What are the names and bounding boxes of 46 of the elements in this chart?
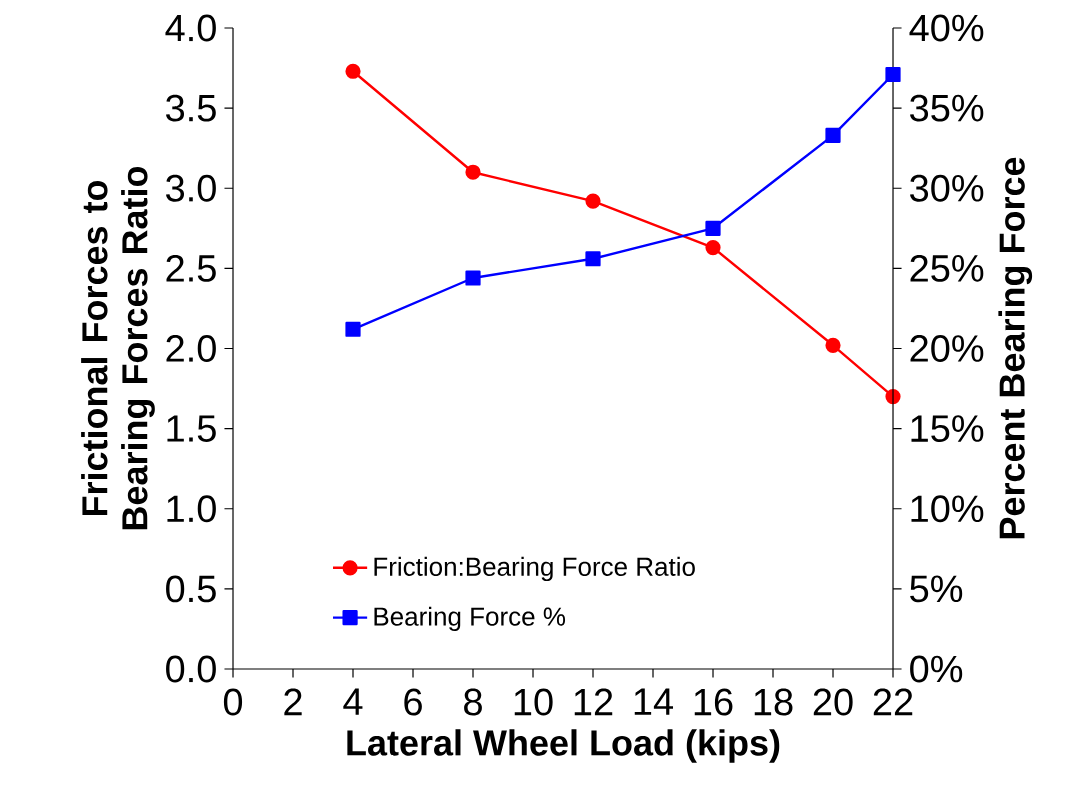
- point: [465, 270, 481, 286]
- point: [825, 337, 841, 353]
- point: [705, 239, 721, 256]
- y2-tick-label: 10%: [911, 495, 984, 523]
- legend-label: Bearing Force %: [374, 606, 566, 631]
- y-tick-label: 2.0: [166, 335, 216, 362]
- x-tick-label: 12: [574, 688, 613, 716]
- point: [825, 127, 841, 143]
- point: [585, 251, 601, 267]
- point: [345, 321, 361, 337]
- y-tick-label: 1.0: [167, 495, 216, 523]
- y2-tick-label: 15%: [911, 415, 984, 442]
- x-tick-label: 0: [223, 688, 243, 716]
- x-tick-label: 2: [284, 688, 302, 716]
- x-tick-label: 10: [514, 688, 553, 716]
- y-tick-label: 2.5: [166, 254, 216, 282]
- x-tick-label: 18: [754, 688, 793, 716]
- point: [465, 164, 481, 180]
- y2-axis-title: Percent Bearing Force: [998, 157, 1033, 539]
- y2-tick-label: 5%: [910, 575, 963, 603]
- y-tick-label: 3.5: [166, 94, 216, 122]
- y-tick-label: 0.0: [166, 655, 216, 683]
- x-tick-label: 22: [873, 688, 913, 716]
- point: [585, 193, 601, 209]
- y2-tick-label: 25%: [910, 254, 984, 282]
- x-tick-label: 6: [404, 688, 422, 716]
- y-tick-label: 4.0: [165, 14, 216, 42]
- y2-tick-label: 0%: [910, 655, 963, 683]
- y2-tick-label: 20%: [910, 335, 984, 362]
- x-tick-label: 8: [464, 688, 482, 716]
- legend-label: Friction:Bearing Force Ratio: [374, 556, 695, 582]
- point: [705, 220, 721, 236]
- x-tick-label: 14: [634, 688, 674, 715]
- y2-tick-label: 30%: [910, 174, 984, 202]
- y-tick-label: 3.0: [166, 174, 216, 202]
- x-tick-label: 16: [694, 688, 733, 716]
- x-tick-label: 4: [343, 688, 363, 715]
- y-axis-title: Frictional Forces to Bearing Forces Ratio: [81, 166, 155, 530]
- x-tick-label: 20: [813, 688, 853, 716]
- y2-tick-label: 40%: [909, 14, 984, 42]
- y2-tick-label: 35%: [910, 94, 984, 122]
- point: [345, 63, 361, 79]
- point: [885, 66, 901, 83]
- y-tick-label: 1.5: [167, 415, 216, 442]
- y-tick-label: 0.5: [166, 575, 216, 603]
- x-axis-title: Lateral Wheel Load (kips): [347, 729, 780, 763]
